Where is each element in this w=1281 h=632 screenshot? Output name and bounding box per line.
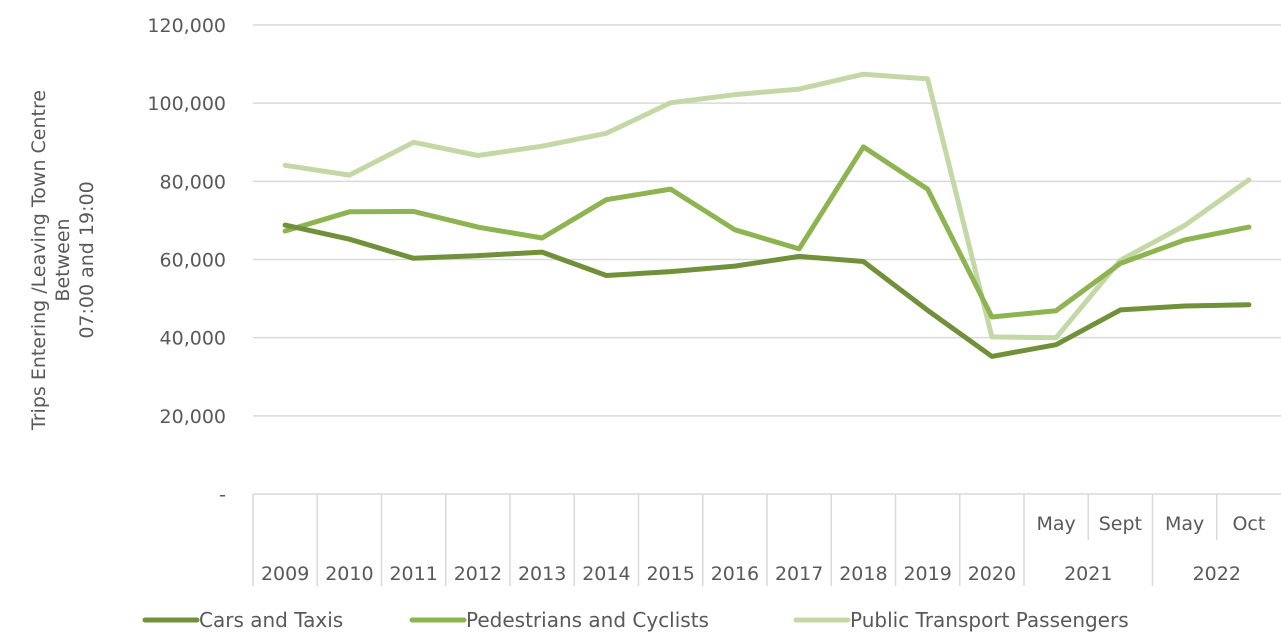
legend-label: Public Transport Passengers — [850, 608, 1129, 632]
series-line — [282, 222, 1252, 359]
x-tick-label: 2014 — [582, 563, 630, 585]
x-tick-label: 2013 — [518, 563, 566, 585]
x-axis: 2021 2022 2009 2010 2011 2012 2013 2014 2015 2016… — [252, 493, 1281, 586]
x-tick-label: May — [1036, 513, 1075, 535]
x-tick-label: 2016 — [711, 563, 759, 585]
legend: Cars and Taxis Pedestrians and Cyclists Pu… — [142, 608, 1129, 632]
x-tick-label: 2015 — [646, 563, 694, 585]
series-line — [282, 71, 1252, 341]
x-tick-label: 2017 — [775, 563, 823, 585]
y-tick-label: 20,000 — [160, 406, 226, 428]
y-axis-title-line: Trips Entering /Leaving Town Centre — [28, 90, 50, 431]
x-group-label: 2022 — [1193, 563, 1241, 585]
x-tick-label: 2012 — [454, 563, 502, 585]
y-tick-label: 120,000 — [147, 15, 226, 37]
gridlines — [253, 24, 1281, 417]
x-tick-label: 2010 — [325, 563, 373, 585]
y-axis-title: Trips Entering /Leaving Town Centre Betwe… — [28, 90, 98, 431]
x-tick-label: 2009 — [261, 563, 309, 585]
x-tick-label: May — [1165, 513, 1204, 535]
y-tick-label: 60,000 — [160, 250, 226, 272]
y-tick-label: 40,000 — [160, 328, 226, 350]
y-axis-title-line: 07:00 and 19:00 — [76, 181, 98, 338]
y-axis-title-line: Between — [52, 218, 74, 301]
x-tick-label: 2020 — [968, 563, 1016, 585]
y-tick-label: - — [219, 484, 226, 506]
x-tick-label: Oct — [1232, 513, 1265, 535]
x-tick-label: 2018 — [839, 563, 887, 585]
y-axis: - 20,000 40,000 60,000 80,000 100,000 120,000 — [147, 15, 226, 506]
series-line — [282, 144, 1252, 320]
x-group-label: 2021 — [1064, 563, 1112, 585]
series-lines — [282, 71, 1252, 359]
y-tick-label: 80,000 — [160, 171, 226, 193]
x-tick-label: 2011 — [389, 563, 437, 585]
x-tick-label: Sept — [1099, 513, 1142, 535]
x-tick-label: 2019 — [903, 563, 951, 585]
legend-label: Pedestrians and Cyclists — [466, 608, 709, 632]
y-tick-label: 100,000 — [147, 93, 226, 115]
legend-label: Cars and Taxis — [199, 608, 343, 632]
